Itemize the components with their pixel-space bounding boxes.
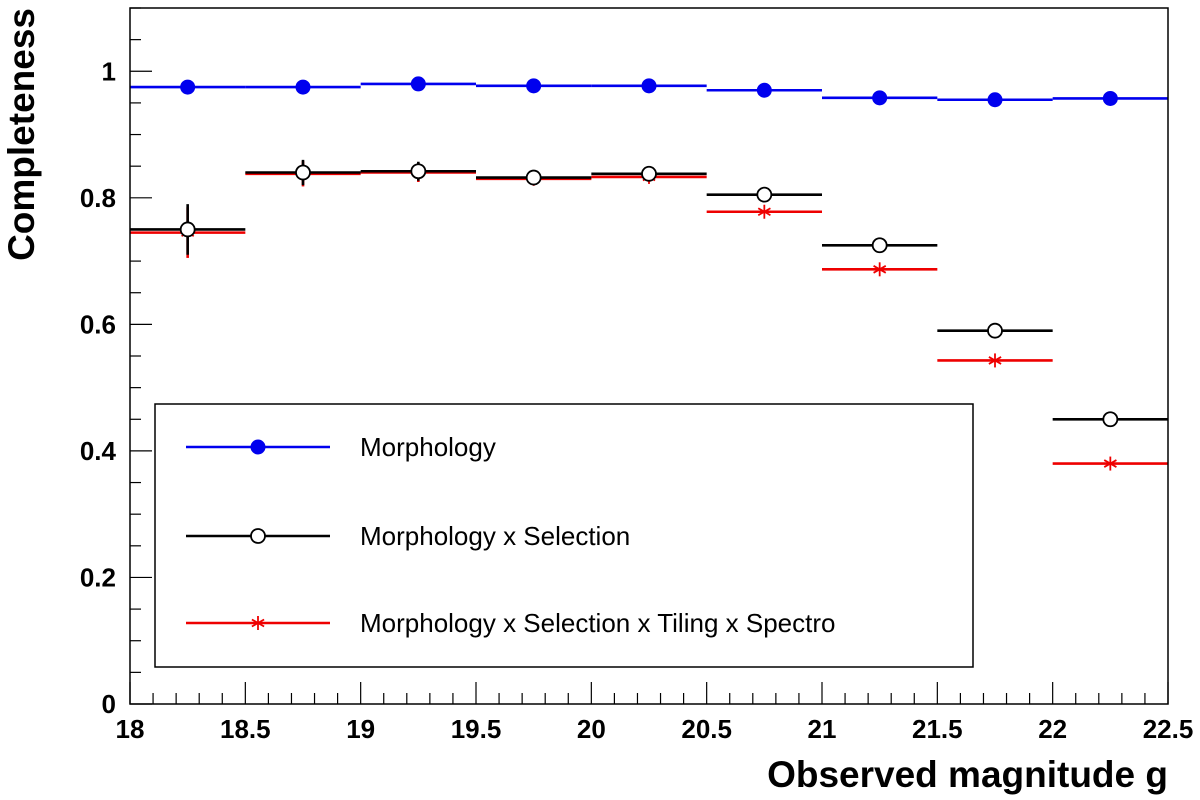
x-tick-label: 20 — [577, 714, 606, 744]
x-axis-title: Observed magnitude g — [767, 754, 1168, 795]
y-tick-label: 1 — [102, 56, 116, 86]
y-tick-label: 0 — [102, 689, 116, 719]
x-tick-label: 22.5 — [1143, 714, 1194, 744]
data-point — [988, 353, 1002, 368]
data-point — [250, 528, 266, 544]
data-point — [410, 76, 426, 92]
data-point — [872, 90, 888, 106]
x-tick-label: 18 — [116, 714, 145, 744]
x-tick-label: 21.5 — [912, 714, 963, 744]
data-point — [410, 163, 427, 180]
legend-label: Morphology x Selection — [360, 521, 630, 551]
x-tick-label: 21 — [808, 714, 837, 744]
legend-entry-2: Morphology x Selection x Tiling x Spectr… — [186, 608, 835, 638]
data-point — [295, 79, 311, 95]
data-point — [871, 237, 888, 254]
data-point — [641, 78, 657, 94]
data-point — [180, 79, 196, 95]
x-tick-label: 19.5 — [451, 714, 502, 744]
x-tick-label: 19 — [346, 714, 375, 744]
series-1 — [130, 159, 1168, 428]
x-tick-label: 20.5 — [681, 714, 732, 744]
data-point — [1102, 90, 1118, 106]
asterisk-stroke — [757, 207, 771, 217]
x-tick-label: 22 — [1038, 714, 1067, 744]
asterisk-stroke — [251, 618, 265, 628]
y-axis-title: Completeness — [1, 8, 42, 261]
legend-label: Morphology x Selection x Tiling x Spectr… — [360, 608, 835, 638]
y-tick-label: 0.2 — [80, 562, 116, 592]
legend-entry-0: Morphology — [186, 432, 496, 462]
legend-label: Morphology — [360, 432, 496, 462]
data-point — [757, 204, 771, 219]
data-point — [1103, 456, 1117, 471]
asterisk-stroke — [1103, 459, 1117, 468]
data-point — [1102, 411, 1119, 428]
asterisk-stroke — [873, 265, 887, 274]
data-point — [179, 221, 196, 238]
data-point — [987, 322, 1003, 339]
data-point — [295, 164, 311, 181]
data-point — [251, 616, 265, 630]
data-point — [873, 262, 887, 277]
x-tick-label: 18.5 — [220, 714, 271, 744]
data-point — [525, 169, 542, 186]
data-point — [526, 78, 542, 94]
data-point — [756, 186, 773, 203]
legend-entry-1: Morphology x Selection — [186, 521, 630, 551]
data-point — [756, 82, 772, 98]
data-point — [250, 439, 266, 455]
y-tick-label: 0.8 — [80, 183, 116, 213]
data-point — [641, 165, 657, 182]
y-tick-label: 0.4 — [80, 436, 117, 466]
asterisk-stroke — [988, 356, 1002, 365]
data-point — [987, 92, 1003, 108]
y-tick-label: 0.6 — [80, 309, 116, 339]
series-0 — [130, 76, 1168, 108]
